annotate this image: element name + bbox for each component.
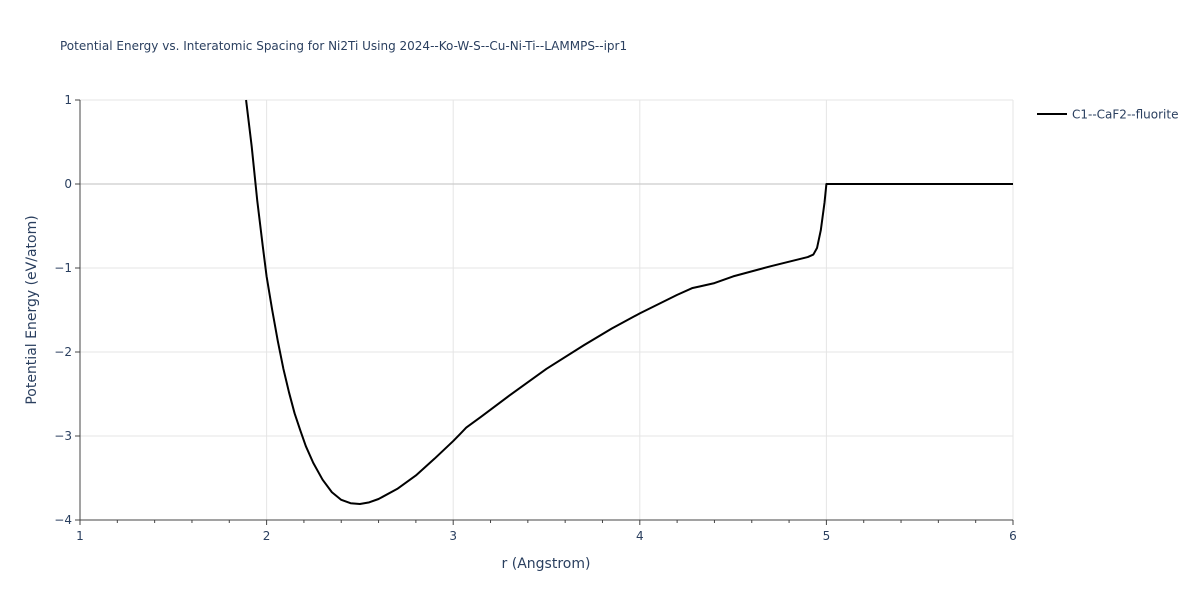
chart-title: Potential Energy vs. Interatomic Spacing…	[60, 39, 627, 53]
legend-item-label: C1--CaF2--fluorite	[1072, 108, 1178, 122]
y-tick-label: −1	[54, 261, 72, 275]
series-line-0[interactable]	[245, 99, 1013, 506]
x-tick-label: 6	[1009, 529, 1017, 543]
x-tick-label: 4	[636, 529, 644, 543]
y-tick-label: 1	[64, 93, 72, 107]
x-tick-label: 2	[263, 529, 271, 543]
x-tick-label: 3	[449, 529, 457, 543]
legend[interactable]: C1--CaF2--fluorite	[1037, 108, 1178, 122]
series-layer	[245, 99, 1013, 506]
y-tick-label: −4	[54, 513, 72, 527]
grid	[75, 99, 1014, 525]
x-axis-label: r (Angstrom)	[502, 556, 591, 572]
x-tick-label: 5	[823, 529, 831, 543]
y-tick-label: −3	[54, 429, 72, 443]
x-tick-label: 1	[76, 529, 84, 543]
tick-labels: 1 2 3 4 5 6 1 0 −1 −2 −3 −4	[54, 93, 1017, 543]
y-tick-label: 0	[64, 177, 72, 191]
y-tick-label: −2	[54, 345, 72, 359]
y-axis-label: Potential Energy (eV/atom)	[24, 215, 40, 404]
